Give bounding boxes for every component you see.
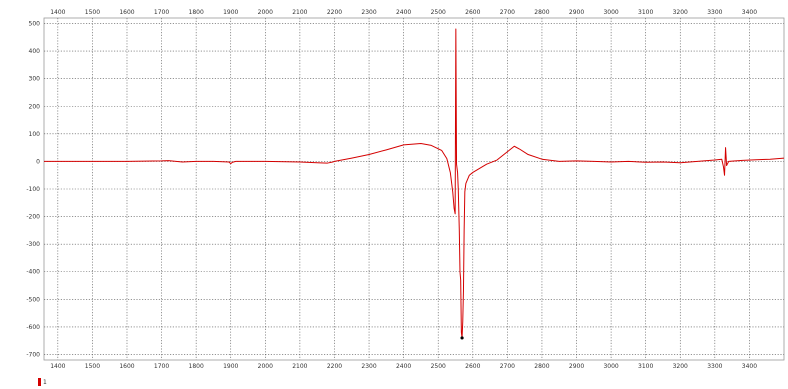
x-tick-label-bottom: 1400 [50,363,65,370]
x-tick-label-bottom: 2900 [569,363,584,370]
y-tick-label: 300 [29,76,41,83]
x-tick-label-top: 3300 [707,9,722,16]
x-tick-label-bottom: 2800 [534,363,549,370]
x-tick-label-top: 2100 [292,9,307,16]
x-tick-label-top: 2600 [465,9,480,16]
x-tick-label-top: 2200 [327,9,342,16]
legend-label: 1 [43,378,47,386]
legend: 1 [38,376,47,388]
y-tick-label: -200 [26,214,40,221]
x-tick-label-bottom: 1600 [119,363,134,370]
x-tick-label-bottom: 2300 [361,363,376,370]
y-tick-label: 200 [29,103,41,110]
y-tick-label: -600 [26,324,40,331]
x-tick-label-top: 1800 [189,9,204,16]
series-line [44,28,785,339]
y-tick-label: 400 [29,48,41,55]
x-tick-label-bottom: 2000 [258,363,273,370]
y-tick-label: 100 [29,131,41,138]
x-tick-label-top: 1900 [223,9,238,16]
x-tick-label-bottom: 1800 [189,363,204,370]
x-tick-label-bottom: 3400 [742,363,757,370]
y-tick-label: -100 [26,186,40,193]
x-tick-label-bottom: 3000 [603,363,618,370]
y-tick-label: 0 [36,158,40,165]
x-tick-label-bottom: 1500 [85,363,100,370]
legend-swatch [38,378,41,386]
x-tick-label-bottom: 3100 [638,363,653,370]
x-tick-label-bottom: 1700 [154,363,169,370]
x-tick-label-bottom: 1900 [223,363,238,370]
x-tick-label-bottom: 2400 [396,363,411,370]
x-tick-label-bottom: 3300 [707,363,722,370]
x-tick-label-bottom: 2200 [327,363,342,370]
x-tick-label-top: 3200 [673,9,688,16]
x-tick-label-bottom: 2500 [431,363,446,370]
y-tick-label: 500 [29,21,41,28]
x-tick-label-top: 2300 [361,9,376,16]
y-tick-label: -700 [26,351,40,358]
x-tick-label-top: 3100 [638,9,653,16]
y-tick-label: -500 [26,296,40,303]
x-tick-label-top: 2400 [396,9,411,16]
minimum-marker [460,336,464,340]
x-tick-label-bottom: 2600 [465,363,480,370]
x-tick-label-top: 1400 [50,9,65,16]
x-tick-label-top: 2500 [431,9,446,16]
x-tick-label-top: 2900 [569,9,584,16]
x-tick-label-bottom: 2100 [292,363,307,370]
x-tick-label-top: 1600 [119,9,134,16]
x-tick-label-bottom: 3200 [673,363,688,370]
x-tick-label-top: 2800 [534,9,549,16]
x-tick-label-top: 1700 [154,9,169,16]
x-tick-label-top: 3000 [603,9,618,16]
x-tick-label-top: 2000 [258,9,273,16]
x-tick-label-top: 1500 [85,9,100,16]
x-tick-label-bottom: 2700 [500,363,515,370]
x-tick-label-top: 2700 [500,9,515,16]
y-tick-label: -400 [26,269,40,276]
x-tick-label-top: 3400 [742,9,757,16]
y-tick-label: -300 [26,241,40,248]
